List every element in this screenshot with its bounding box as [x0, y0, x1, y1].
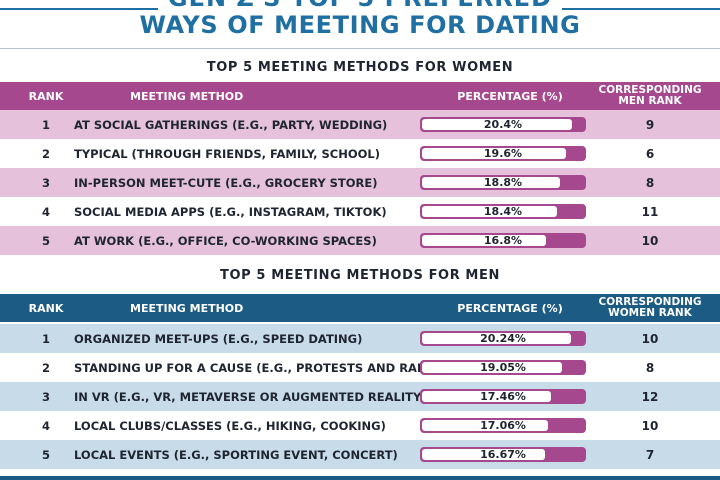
percentage-bar: 17.46% [420, 389, 586, 404]
percentage-label: 17.06% [480, 419, 526, 432]
percentage-bar: 18.8% [420, 175, 586, 190]
women-row-5: 5 AT WORK (E.G., OFFICE, CO-WORKING SPACE… [0, 226, 720, 255]
method-cell: AT SOCIAL GATHERINGS (E.G., PARTY, WEDDI… [74, 117, 388, 132]
percentage-label: 18.4% [483, 205, 523, 218]
corresponding-rank-cell: 10 [641, 233, 659, 248]
women-row-2: 2 TYPICAL (THROUGH FRIENDS, FAMILY, SCHOO… [0, 139, 720, 168]
header-corresponding-rank: CORRESPONDING MEN RANK [598, 84, 702, 107]
percentage-bar-fill [422, 119, 572, 130]
method-cell: SOCIAL MEDIA APPS (E.G., INSTAGRAM, TIKT… [74, 204, 387, 219]
percentage-label: 20.4% [483, 118, 523, 131]
bottom-stripe [0, 476, 720, 480]
percentage-label: 20.24% [480, 332, 526, 345]
percentage-label: 17.46% [480, 390, 526, 403]
percentage-bar-fill [422, 362, 562, 373]
percentage-label: 19.05% [480, 361, 526, 374]
percentage-bar-fill [422, 206, 557, 217]
method-cell: LOCAL CLUBS/CLASSES (E.G., HIKING, COOKI… [74, 418, 386, 433]
page-title: GEN Z'S TOP 5 PREFERRED WAYS OF MEETING … [0, 0, 720, 48]
percentage-bar-fill [422, 420, 548, 431]
rank-cell: 2 [41, 360, 50, 375]
men-row-1: 1 ORGANIZED MEET-UPS (E.G., SPEED DATING)… [0, 324, 720, 353]
men-row-3: 3 IN VR (E.G., VR, METAVERSE OR AUGMENTED… [0, 382, 720, 411]
method-cell: IN VR (E.G., VR, METAVERSE OR AUGMENTED … [74, 389, 427, 404]
header-rank: RANK [28, 301, 64, 315]
percentage-label: 19.6% [483, 147, 523, 160]
divider-men [0, 258, 720, 259]
percentage-bar: 16.8% [420, 233, 586, 248]
percentage-label: 18.8% [483, 176, 523, 189]
percentage-bar: 18.4% [420, 204, 586, 219]
percentage-bar-fill [422, 148, 566, 159]
rank-cell: 3 [41, 175, 50, 190]
women-table-header: RANK MEETING METHOD PERCENTAGE (%) CORRE… [0, 82, 720, 110]
percentage-label: 16.67% [480, 448, 526, 461]
percentage-bar: 17.06% [420, 418, 586, 433]
title-rule-left [0, 8, 158, 10]
corresponding-rank-cell: 12 [641, 389, 659, 404]
percentage-bar-fill [422, 177, 560, 188]
corresponding-rank-cell: 11 [641, 204, 659, 219]
corresponding-rank-cell: 10 [641, 418, 659, 433]
corresponding-rank-cell: 8 [645, 360, 655, 375]
corresponding-rank-cell: 8 [645, 175, 655, 190]
rank-cell: 5 [41, 447, 50, 462]
women-row-1: 1 AT SOCIAL GATHERINGS (E.G., PARTY, WEDD… [0, 110, 720, 139]
women-row-4: 4 SOCIAL MEDIA APPS (E.G., INSTAGRAM, TIK… [0, 197, 720, 226]
header-percentage: PERCENTAGE (%) [457, 89, 563, 103]
header-method: MEETING METHOD [130, 89, 244, 103]
percentage-bar: 16.67% [420, 447, 586, 462]
corresponding-rank-cell: 7 [645, 447, 655, 462]
header-corresponding-rank: CORRESPONDING WOMEN RANK [598, 296, 702, 319]
header-rank: RANK [28, 89, 64, 103]
rank-cell: 4 [41, 418, 50, 433]
percentage-bar: 20.24% [420, 331, 586, 346]
rank-cell: 4 [41, 204, 50, 219]
women-row-3: 3 IN-PERSON MEET-CUTE (E.G., GROCERY STOR… [0, 168, 720, 197]
corresponding-rank-cell: 10 [641, 331, 659, 346]
men-row-4: 4 LOCAL CLUBS/CLASSES (E.G., HIKING, COOK… [0, 411, 720, 440]
rank-cell: 1 [41, 331, 50, 346]
method-cell: STANDING UP FOR A CAUSE (E.G., PROTESTS … [74, 360, 458, 375]
percentage-bar-fill [422, 333, 571, 344]
women-table-title: TOP 5 MEETING METHODS FOR WOMEN [206, 60, 514, 75]
rank-cell: 5 [41, 233, 50, 248]
divider-women [0, 48, 720, 49]
percentage-bar-fill [422, 449, 545, 460]
method-cell: TYPICAL (THROUGH FRIENDS, FAMILY, SCHOOL… [74, 146, 380, 161]
title-rule-right [562, 8, 720, 10]
percentage-bar-fill [422, 391, 551, 402]
corresponding-rank-cell: 6 [645, 146, 655, 161]
method-cell: AT WORK (E.G., OFFICE, CO-WORKING SPACES… [74, 233, 377, 248]
men-table-header: RANK MEETING METHOD PERCENTAGE (%) CORRE… [0, 294, 720, 322]
header-method: MEETING METHOD [130, 301, 244, 315]
percentage-bar: 19.6% [420, 146, 586, 161]
men-table-title: TOP 5 MEETING METHODS FOR MEN [220, 268, 500, 283]
percentage-bar: 19.05% [420, 360, 586, 375]
title-line-2: WAYS OF MEETING FOR DATING [139, 11, 581, 39]
rank-cell: 2 [41, 146, 50, 161]
men-row-5: 5 LOCAL EVENTS (E.G., SPORTING EVENT, CON… [0, 440, 720, 469]
method-cell: ORGANIZED MEET-UPS (E.G., SPEED DATING) [74, 331, 363, 346]
percentage-bar-fill [422, 235, 546, 246]
men-row-2: 2 STANDING UP FOR A CAUSE (E.G., PROTESTS… [0, 353, 720, 382]
method-cell: LOCAL EVENTS (E.G., SPORTING EVENT, CONC… [74, 447, 398, 462]
rank-cell: 3 [41, 389, 50, 404]
percentage-bar: 20.4% [420, 117, 586, 132]
corresponding-rank-cell: 9 [645, 117, 655, 132]
method-cell: IN-PERSON MEET-CUTE (E.G., GROCERY STORE… [74, 175, 378, 190]
rank-cell: 1 [41, 117, 50, 132]
header-percentage: PERCENTAGE (%) [457, 301, 563, 315]
title-line-1: GEN Z'S TOP 5 PREFERRED [0, 0, 720, 12]
percentage-label: 16.8% [483, 234, 523, 247]
